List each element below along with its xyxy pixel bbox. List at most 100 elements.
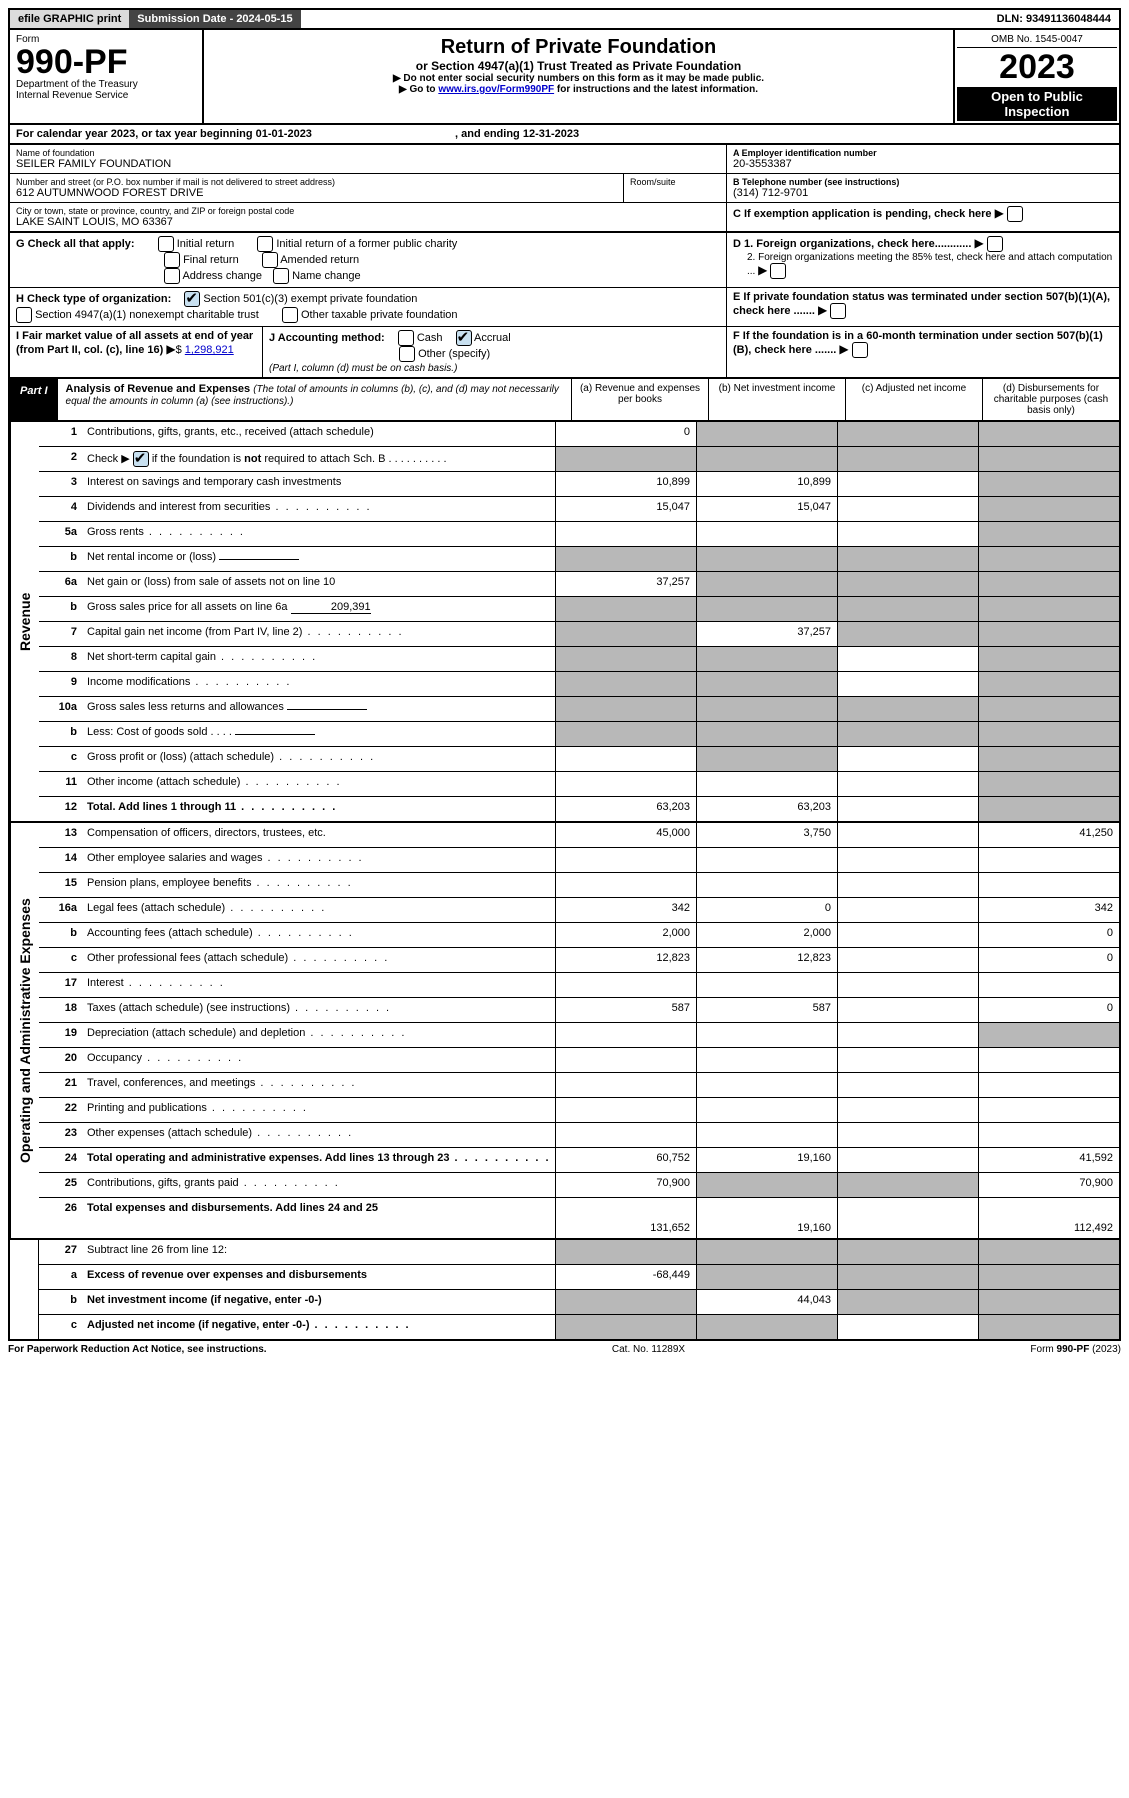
ln-d xyxy=(978,1023,1119,1047)
ln-desc: Net investment income (if negative, ente… xyxy=(83,1290,555,1314)
g-name-checkbox[interactable] xyxy=(273,268,289,284)
ln-c xyxy=(837,722,978,746)
f-checkbox[interactable] xyxy=(852,342,868,358)
ln-a xyxy=(555,973,696,997)
ln-desc: Net gain or (loss) from sale of assets n… xyxy=(83,572,555,596)
phone-label: B Telephone number (see instructions) xyxy=(733,177,1113,187)
period-begin: 01-01-2023 xyxy=(256,128,312,140)
ln-d: 0 xyxy=(978,948,1119,972)
f-label: F If the foundation is in a 60-month ter… xyxy=(733,330,1103,356)
ln-b xyxy=(696,647,837,671)
ln: a xyxy=(39,1265,83,1289)
g-initial-former: Initial return of a former public charit… xyxy=(276,238,457,250)
ln: 3 xyxy=(39,472,83,496)
g-address-checkbox[interactable] xyxy=(164,268,180,284)
j-label: J Accounting method: xyxy=(269,332,385,344)
ln-a: 37,257 xyxy=(555,572,696,596)
ln-desc: Contributions, gifts, grants paid xyxy=(83,1173,555,1197)
g-final-checkbox[interactable] xyxy=(164,252,180,268)
ln-desc: Gross profit or (loss) (attach schedule) xyxy=(83,747,555,771)
ln-d: 41,250 xyxy=(978,823,1119,847)
ln-txt: Gross sales less returns and allowances xyxy=(87,701,284,713)
h-4947-checkbox[interactable] xyxy=(16,307,32,323)
dln: DLN: 93491136048444 xyxy=(989,10,1119,28)
ln: c xyxy=(39,747,83,771)
g-amended-checkbox[interactable] xyxy=(262,252,278,268)
ln-d xyxy=(978,1265,1119,1289)
irs-link[interactable]: www.irs.gov/Form990PF xyxy=(438,84,554,95)
ln-c xyxy=(837,797,978,821)
arrow-icon: ▶ xyxy=(974,236,983,250)
ln-c xyxy=(837,998,978,1022)
period-mid: , and ending xyxy=(455,128,523,140)
l6b-val: 209,391 xyxy=(291,601,371,614)
h-4947: Section 4947(a)(1) nonexempt charitable … xyxy=(35,309,259,321)
ln-b xyxy=(696,547,837,571)
ln-desc: Total expenses and disbursements. Add li… xyxy=(83,1198,555,1238)
ln-d xyxy=(978,1240,1119,1264)
ln-a: 131,652 xyxy=(555,1198,696,1238)
ln-txt: Less: Cost of goods sold xyxy=(87,726,207,738)
ln: 7 xyxy=(39,622,83,646)
ln-desc: Contributions, gifts, grants, etc., rece… xyxy=(83,422,555,446)
h-other-checkbox[interactable] xyxy=(282,307,298,323)
ln-b xyxy=(696,772,837,796)
footer-mid: Cat. No. 11289X xyxy=(612,1344,685,1355)
ln-c xyxy=(837,1265,978,1289)
j-other-checkbox[interactable] xyxy=(399,346,415,362)
ln-c xyxy=(837,1023,978,1047)
g-label: G Check all that apply: xyxy=(16,238,135,250)
i-value[interactable]: 1,298,921 xyxy=(185,344,234,356)
ln-b xyxy=(696,873,837,897)
ln-c xyxy=(837,597,978,621)
ln: b xyxy=(39,1290,83,1314)
j-cash-checkbox[interactable] xyxy=(398,330,414,346)
d2-checkbox[interactable] xyxy=(770,263,786,279)
efile-print-button[interactable]: efile GRAPHIC print xyxy=(10,10,129,28)
h-501c3-checkbox[interactable] xyxy=(184,291,200,307)
ln: 19 xyxy=(39,1023,83,1047)
ln-a xyxy=(555,1123,696,1147)
city-label: City or town, state or province, country… xyxy=(16,206,720,216)
ln-c xyxy=(837,447,978,471)
form-id-block: Form 990-PF Department of the Treasury I… xyxy=(10,30,204,123)
j-other: Other (specify) xyxy=(418,348,490,360)
g-address: Address change xyxy=(182,270,262,282)
j-accrual-checkbox[interactable] xyxy=(456,330,472,346)
ln-b: 63,203 xyxy=(696,797,837,821)
g-initial-former-checkbox[interactable] xyxy=(257,236,273,252)
g-initial-checkbox[interactable] xyxy=(158,236,174,252)
dept: Department of the Treasury xyxy=(16,79,196,90)
ln-a xyxy=(555,672,696,696)
ln-desc: Less: Cost of goods sold . . . . xyxy=(83,722,555,746)
e-checkbox[interactable] xyxy=(830,303,846,319)
ln-d xyxy=(978,1098,1119,1122)
c-checkbox[interactable] xyxy=(1007,206,1023,222)
ln-a xyxy=(555,1023,696,1047)
ln-a xyxy=(555,447,696,471)
ln-b: 0 xyxy=(696,898,837,922)
ln: 12 xyxy=(39,797,83,821)
address: 612 AUTUMNWOOD FOREST DRIVE xyxy=(16,187,617,199)
ln-d: 70,900 xyxy=(978,1173,1119,1197)
ln-b xyxy=(696,747,837,771)
ln-desc: Other income (attach schedule) xyxy=(83,772,555,796)
j-accrual: Accrual xyxy=(474,332,511,344)
ln-txt: Gross sales price for all assets on line… xyxy=(87,601,288,613)
d1-checkbox[interactable] xyxy=(987,236,1003,252)
phone: (314) 712-9701 xyxy=(733,187,1113,199)
part1-desc: Analysis of Revenue and Expenses (The to… xyxy=(58,379,571,420)
ln-c xyxy=(837,1098,978,1122)
ln: 23 xyxy=(39,1123,83,1147)
ln: 10a xyxy=(39,697,83,721)
ln-b xyxy=(696,1023,837,1047)
ln: 27 xyxy=(39,1240,83,1264)
ln-a xyxy=(555,547,696,571)
ln-c xyxy=(837,948,978,972)
ln-desc: Other expenses (attach schedule) xyxy=(83,1123,555,1147)
schb-checkbox[interactable] xyxy=(133,451,149,467)
ln-b xyxy=(696,422,837,446)
ein-label: A Employer identification number xyxy=(733,148,1113,158)
footer-right: Form 990-PF (2023) xyxy=(1030,1344,1121,1355)
opex-label: Operating and Administrative Expenses xyxy=(10,823,39,1238)
